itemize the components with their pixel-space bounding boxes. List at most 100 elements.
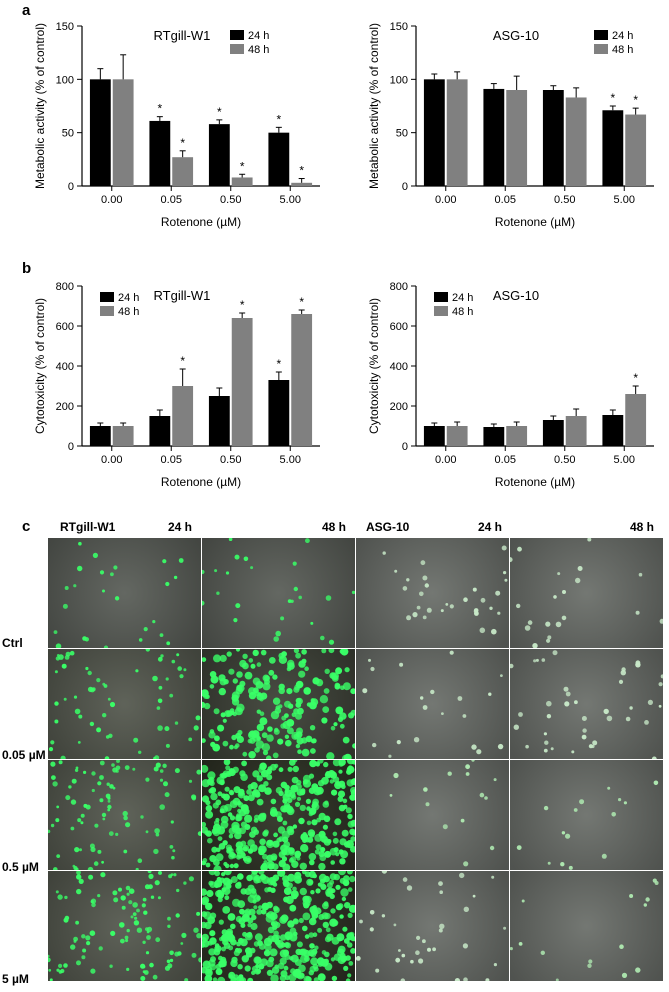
svg-text:0: 0 bbox=[68, 441, 74, 453]
svg-text:ASG-10: ASG-10 bbox=[493, 28, 539, 43]
microscopy-cell bbox=[510, 871, 663, 981]
microscopy-cell bbox=[356, 538, 509, 648]
svg-text:Cytotoxicity (% of control): Cytotoxicity (% of control) bbox=[367, 298, 381, 434]
svg-text:5.00: 5.00 bbox=[280, 454, 301, 466]
chart-a-left: 0 50 100 150 Metabolic activity (% of contro… bbox=[30, 12, 330, 232]
svg-text:*: * bbox=[277, 112, 282, 126]
svg-text:100: 100 bbox=[56, 74, 74, 86]
svg-text:600: 600 bbox=[390, 321, 408, 333]
svg-text:Rotenone (µM): Rotenone (µM) bbox=[495, 215, 575, 229]
microscopy-grid bbox=[48, 538, 660, 981]
svg-text:*: * bbox=[240, 159, 245, 173]
svg-text:50: 50 bbox=[62, 128, 74, 140]
chart-b-left: 0 200 400 600 800 Cytotoxicity (% of control)… bbox=[30, 272, 330, 492]
svg-text:0.50: 0.50 bbox=[220, 194, 241, 206]
microscopy-cell bbox=[202, 760, 355, 870]
svg-text:48 h: 48 h bbox=[248, 44, 269, 56]
microscopy-cell bbox=[48, 760, 201, 870]
svg-text:Rotenone (µM): Rotenone (µM) bbox=[161, 215, 241, 229]
microscopy-cell bbox=[48, 538, 201, 648]
svg-text:5.00: 5.00 bbox=[614, 454, 635, 466]
svg-text:*: * bbox=[158, 102, 163, 116]
svg-text:0.00: 0.00 bbox=[435, 454, 456, 466]
svg-text:600: 600 bbox=[56, 321, 74, 333]
svg-text:400: 400 bbox=[56, 361, 74, 373]
svg-text:5.00: 5.00 bbox=[614, 194, 635, 206]
microscopy-cell bbox=[356, 760, 509, 870]
microscopy-cell bbox=[48, 871, 201, 981]
svg-text:0: 0 bbox=[68, 181, 74, 193]
panel-c-row-label-05: 0.5 µM bbox=[2, 860, 39, 874]
microscopy-cell bbox=[202, 649, 355, 759]
svg-text:24 h: 24 h bbox=[452, 292, 473, 304]
svg-text:200: 200 bbox=[390, 401, 408, 413]
svg-text:0.50: 0.50 bbox=[220, 454, 241, 466]
svg-text:0.05: 0.05 bbox=[495, 194, 516, 206]
svg-text:*: * bbox=[299, 295, 304, 309]
svg-text:800: 800 bbox=[390, 281, 408, 293]
microscopy-cell bbox=[202, 871, 355, 981]
svg-text:0.50: 0.50 bbox=[554, 194, 575, 206]
svg-text:0.00: 0.00 bbox=[101, 194, 122, 206]
svg-text:48 h: 48 h bbox=[452, 306, 473, 318]
svg-text:50: 50 bbox=[396, 128, 408, 140]
chart-a-right: 050100150Metabolic activity (% of contro… bbox=[364, 12, 664, 232]
panel-a-row: 0 50 100 150 Metabolic activity (% of contro… bbox=[30, 12, 664, 232]
svg-text:48 h: 48 h bbox=[612, 44, 633, 56]
svg-text:0.00: 0.00 bbox=[435, 194, 456, 206]
microscopy-cell bbox=[356, 649, 509, 759]
svg-text:100: 100 bbox=[390, 74, 408, 86]
svg-text:0.05: 0.05 bbox=[495, 454, 516, 466]
figure-page: { "panels": { "a": { "label": "a", "y_la… bbox=[0, 0, 669, 992]
svg-text:24 h: 24 h bbox=[118, 292, 139, 304]
microscopy-cell bbox=[510, 760, 663, 870]
svg-text:0.05: 0.05 bbox=[161, 194, 182, 206]
svg-text:150: 150 bbox=[390, 21, 408, 33]
svg-text:*: * bbox=[633, 371, 638, 385]
svg-text:150: 150 bbox=[56, 21, 74, 33]
panel-label-c: c bbox=[22, 518, 30, 535]
svg-text:*: * bbox=[180, 354, 185, 368]
svg-text:0: 0 bbox=[402, 441, 408, 453]
svg-text:*: * bbox=[633, 93, 638, 107]
chart-b-right: 0 200 400 600 800 Cytotoxicity (% of control)… bbox=[364, 272, 664, 492]
svg-text:Cytotoxicity (% of control): Cytotoxicity (% of control) bbox=[33, 298, 47, 434]
svg-text:200: 200 bbox=[56, 401, 74, 413]
svg-text:0.00: 0.00 bbox=[101, 454, 122, 466]
panel-c-row-label-5: 5 µM bbox=[2, 972, 29, 986]
svg-text:0.50: 0.50 bbox=[554, 454, 575, 466]
microscopy-cell bbox=[202, 538, 355, 648]
svg-text:RTgill-W1: RTgill-W1 bbox=[154, 288, 211, 303]
svg-text:Metabolic activity (% of contr: Metabolic activity (% of control) bbox=[367, 23, 381, 189]
svg-text:800: 800 bbox=[56, 281, 74, 293]
svg-text:Rotenone (µM): Rotenone (µM) bbox=[495, 475, 575, 489]
svg-text:*: * bbox=[277, 357, 282, 371]
svg-text:Metabolic activity (% of contr: Metabolic activity (% of control) bbox=[33, 23, 47, 189]
panel-c-row-label-ctrl: Ctrl bbox=[2, 636, 23, 650]
svg-text:400: 400 bbox=[390, 361, 408, 373]
svg-text:24 h: 24 h bbox=[248, 30, 269, 42]
svg-text:5.00: 5.00 bbox=[280, 194, 301, 206]
panel-c-col-cell-line-right: ASG-10 bbox=[366, 520, 409, 534]
microscopy-cell bbox=[48, 649, 201, 759]
svg-text:48 h: 48 h bbox=[118, 306, 139, 318]
panel-c-time-24-left: 24 h bbox=[168, 520, 192, 534]
microscopy-cell bbox=[510, 649, 663, 759]
panel-c-col-cell-line-left: RTgill-W1 bbox=[60, 520, 115, 534]
panel-c-time-48-right: 48 h bbox=[630, 520, 654, 534]
svg-text:*: * bbox=[180, 136, 185, 150]
panel-c-time-48-left: 48 h bbox=[322, 520, 346, 534]
panel-b-row: 0 200 400 600 800 Cytotoxicity (% of control)… bbox=[30, 272, 664, 492]
svg-text:*: * bbox=[240, 298, 245, 312]
panel-c-row-label-005: 0.05 µM bbox=[2, 748, 46, 762]
svg-text:RTgill-W1: RTgill-W1 bbox=[154, 28, 211, 43]
svg-text:*: * bbox=[217, 105, 222, 119]
svg-text:*: * bbox=[299, 164, 304, 178]
svg-text:24 h: 24 h bbox=[612, 30, 633, 42]
microscopy-cell bbox=[356, 871, 509, 981]
svg-text:Rotenone (µM): Rotenone (µM) bbox=[161, 475, 241, 489]
svg-text:ASG-10: ASG-10 bbox=[493, 288, 539, 303]
microscopy-cell bbox=[510, 538, 663, 648]
panel-c-time-24-right: 24 h bbox=[478, 520, 502, 534]
svg-text:0.05: 0.05 bbox=[161, 454, 182, 466]
